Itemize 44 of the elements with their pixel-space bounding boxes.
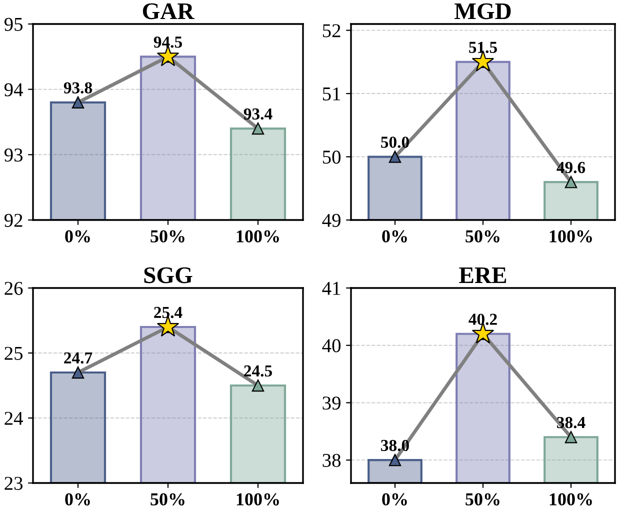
data-label: 51.5 bbox=[469, 42, 497, 54]
data-label: 38.0 bbox=[381, 440, 409, 452]
data-label: 50.0 bbox=[381, 136, 409, 148]
x-tick-label: 0% bbox=[65, 230, 90, 242]
y-tick-label: 50 bbox=[322, 150, 341, 164]
chart-title: MGD bbox=[454, 3, 511, 20]
x-tick-label: 50% bbox=[150, 493, 184, 506]
y-tick-label: 94 bbox=[4, 83, 23, 96]
y-tick-label: 40 bbox=[322, 339, 341, 352]
y-tick-label: 49 bbox=[322, 214, 340, 227]
x-tick-label: 50% bbox=[466, 230, 500, 242]
y-tick-label: 51 bbox=[322, 87, 340, 100]
x-tick-label: 100% bbox=[550, 230, 592, 242]
chart-title: SGG bbox=[144, 267, 192, 284]
x-tick-label: 100% bbox=[236, 230, 279, 242]
data-label: 25.4 bbox=[154, 306, 182, 318]
chart-title: ERE bbox=[459, 268, 506, 283]
data-label: 38.4 bbox=[557, 416, 586, 428]
y-tick-label: 95 bbox=[4, 18, 23, 31]
y-tick-label: 92 bbox=[4, 214, 22, 227]
x-tick-label: 50% bbox=[150, 230, 184, 242]
x-tick-label: 100% bbox=[550, 493, 592, 506]
x-tick-label: 0% bbox=[65, 493, 90, 506]
data-label: 93.4 bbox=[244, 108, 272, 120]
x-tick-label: 100% bbox=[236, 493, 279, 506]
y-tick-label: 23 bbox=[4, 476, 23, 490]
y-tick-label: 24 bbox=[4, 412, 23, 425]
data-label: 40.2 bbox=[468, 314, 497, 326]
data-label: 93.8 bbox=[64, 82, 92, 94]
data-label: 24.7 bbox=[64, 352, 92, 364]
data-label: 94.5 bbox=[154, 36, 182, 48]
y-tick-label: 38 bbox=[322, 454, 341, 467]
y-tick-label: 93 bbox=[4, 148, 23, 162]
y-tick-label: 52 bbox=[322, 24, 340, 38]
data-label: 49.6 bbox=[556, 162, 586, 174]
y-tick-label: 25 bbox=[4, 346, 23, 360]
chart-title: GAR bbox=[142, 3, 194, 20]
x-tick-label: 0% bbox=[382, 493, 407, 506]
x-tick-label: 0% bbox=[382, 230, 407, 242]
x-tick-label: 50% bbox=[466, 493, 500, 506]
y-tick-label: 26 bbox=[4, 282, 23, 295]
data-label: 24.5 bbox=[244, 365, 272, 377]
y-tick-label: 39 bbox=[322, 396, 340, 410]
y-tick-label: 41 bbox=[322, 282, 340, 295]
